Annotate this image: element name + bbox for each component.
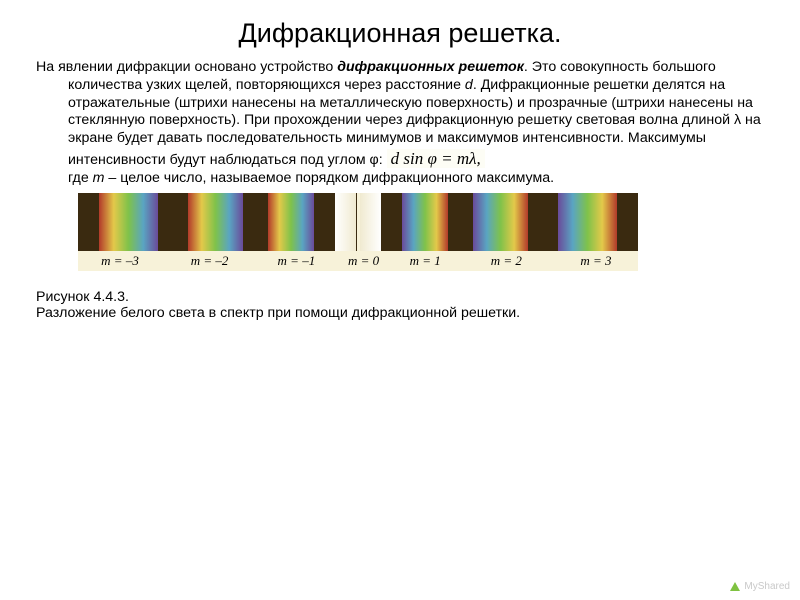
spectrum-band [335, 193, 356, 251]
order-label: m = 0 [336, 253, 392, 269]
spectrum-band [99, 193, 158, 251]
order-label: m = –1 [257, 253, 335, 269]
watermark-text: MyShared [744, 581, 790, 592]
spectra-row [78, 193, 638, 251]
order-label: m = –3 [78, 253, 162, 269]
spectrum-band [268, 193, 314, 251]
spectrum-band [158, 193, 188, 251]
body-paragraph: На явлении дифракции основано устройство… [36, 59, 764, 187]
play-icon [730, 582, 740, 591]
order-label: m = 1 [392, 253, 459, 269]
spectrum-band [188, 193, 243, 251]
order-label: m = –2 [162, 253, 257, 269]
caption-line-1: Рисунок 4.4.3. [36, 289, 764, 305]
spectrum-band [617, 193, 638, 251]
para-text: где [68, 170, 93, 186]
spectrum-band [381, 193, 402, 251]
order-labels-row: m = –3m = –2m = –1m = 0m = 1m = 2m = 3 [78, 251, 638, 271]
spectrum-band [448, 193, 473, 251]
spectrum-band [402, 193, 448, 251]
spectrum-band [558, 193, 617, 251]
para-term: дифракционных решеток [337, 59, 524, 75]
caption-line-2: Разложение белого света в спектр при пом… [36, 305, 764, 321]
spectrum-band [473, 193, 528, 251]
spectrum-band [78, 193, 99, 251]
slide: Дифракционная решетка. На явлении дифрак… [0, 0, 800, 600]
para-text: – целое число, называемое порядком дифра… [104, 170, 554, 186]
para-text: На явлении дифракции основано устройство [36, 59, 337, 75]
figure-caption: Рисунок 4.4.3. Разложение белого света в… [36, 289, 764, 321]
spectrum-left [78, 193, 357, 251]
spectrum-band [528, 193, 558, 251]
spectrum-band [314, 193, 335, 251]
spectrum-right [360, 193, 639, 251]
formula: d sin φ = mλ, [387, 149, 485, 168]
slide-title: Дифракционная решетка. [36, 18, 764, 49]
symbol-m: m [93, 170, 105, 186]
watermark: MyShared [730, 581, 790, 592]
diffraction-figure: m = –3m = –2m = –1m = 0m = 1m = 2m = 3 [78, 193, 638, 271]
spectrum-band [243, 193, 268, 251]
order-label: m = 2 [459, 253, 554, 269]
symbol-d: d [465, 77, 473, 93]
order-label: m = 3 [554, 253, 638, 269]
spectrum-band [360, 193, 381, 251]
